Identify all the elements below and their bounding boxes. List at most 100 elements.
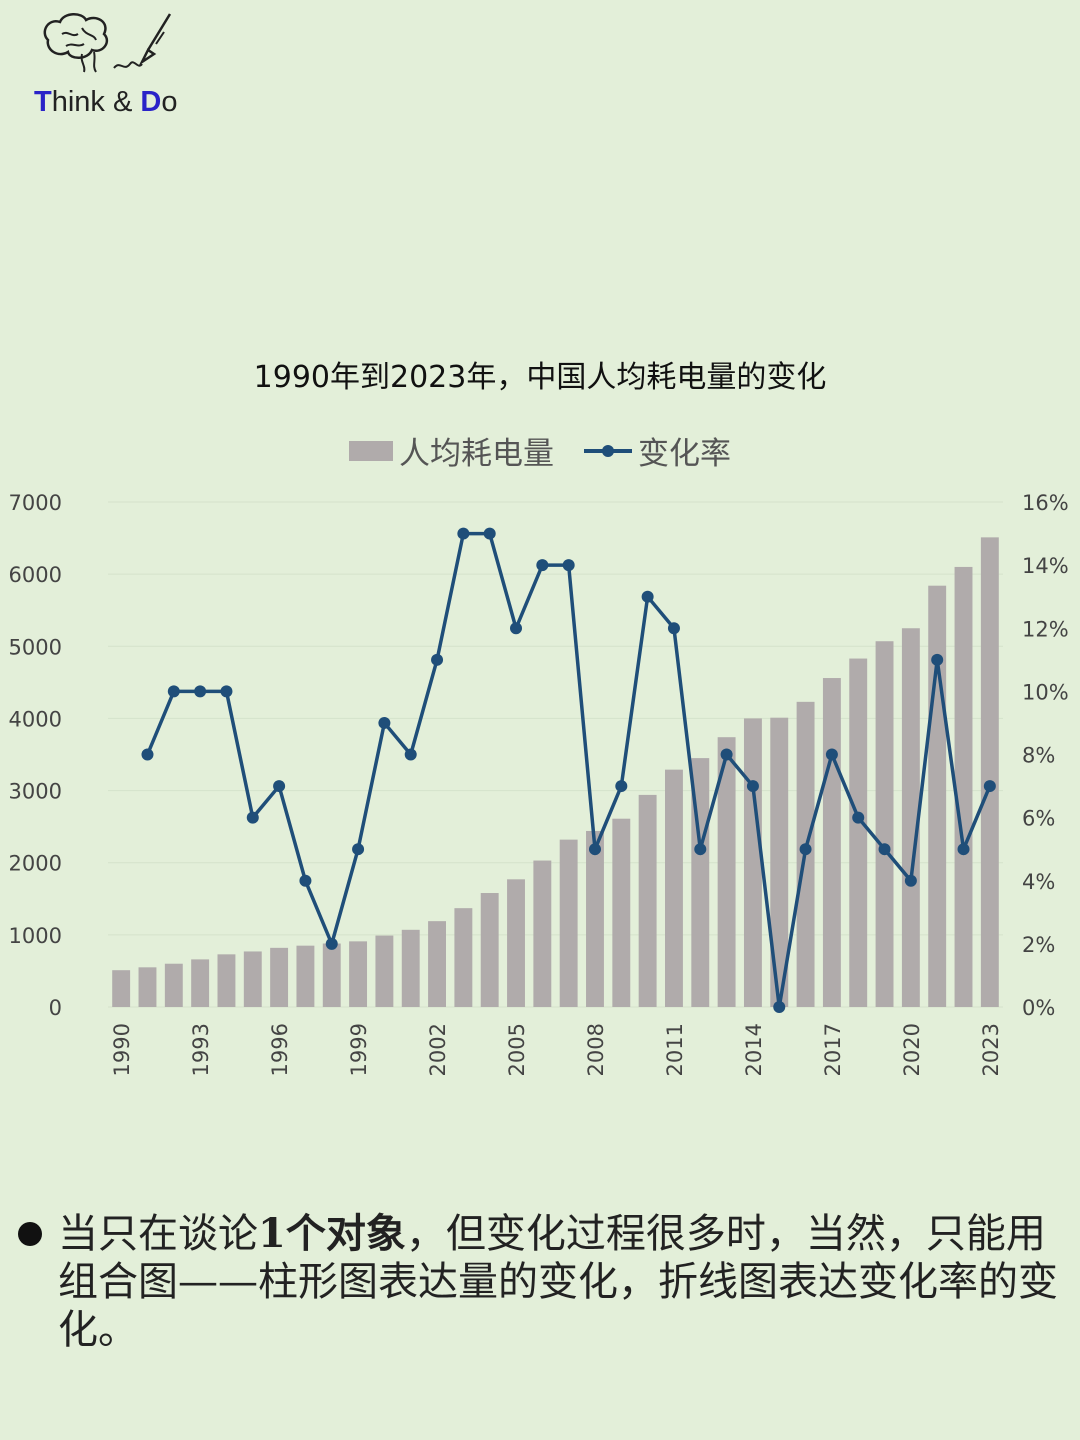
rate-point xyxy=(457,527,470,540)
rate-point xyxy=(562,559,575,572)
rate-point xyxy=(194,685,207,698)
bar xyxy=(901,628,920,1007)
x-tick-label: 2017 xyxy=(821,1023,845,1076)
chart-title: 1990年到2023年，中国人均耗电量的变化 xyxy=(253,360,827,395)
rate-point xyxy=(694,843,707,856)
rate-point xyxy=(904,874,917,887)
bar xyxy=(770,717,789,1007)
rate-point xyxy=(325,937,338,950)
bar xyxy=(191,959,210,1007)
rate-point xyxy=(852,811,865,824)
rate-point xyxy=(615,780,628,793)
x-tick-label: 1996 xyxy=(268,1023,292,1076)
bar xyxy=(322,943,341,1007)
bar xyxy=(112,970,131,1007)
rate-point xyxy=(220,685,233,698)
y-tick-label: 1000 xyxy=(9,924,62,948)
y2-tick-label: 12% xyxy=(1022,617,1069,641)
rate-point xyxy=(431,653,444,666)
y2-tick-label: 6% xyxy=(1022,807,1055,831)
bar xyxy=(164,963,183,1007)
rate-point xyxy=(799,843,812,856)
rate-point xyxy=(352,843,365,856)
y2-tick-label: 4% xyxy=(1022,870,1055,894)
bar xyxy=(401,929,420,1007)
bar xyxy=(270,947,289,1007)
bar xyxy=(612,818,631,1007)
bar xyxy=(849,658,868,1007)
bar xyxy=(586,830,604,1007)
y-tick-label: 3000 xyxy=(9,780,62,804)
bar xyxy=(428,921,446,1007)
rate-point xyxy=(825,748,838,761)
rate-point xyxy=(931,653,944,666)
rate-point xyxy=(273,780,286,793)
bar xyxy=(507,879,525,1007)
bar xyxy=(349,941,368,1007)
rate-point xyxy=(167,685,180,698)
x-tick-label: 2002 xyxy=(426,1023,450,1076)
brand-name: Think & Do xyxy=(34,86,178,118)
note-text: 当只在谈论1个对象，但变化过程很多时，当然，只能用组合图——柱形图表达量的变化，… xyxy=(58,1210,1058,1353)
bar xyxy=(717,737,736,1007)
rate-point xyxy=(299,874,312,887)
legend-item-line: 变化率 xyxy=(584,428,731,473)
x-tick-label: 1990 xyxy=(110,1023,134,1076)
rate-point xyxy=(483,527,496,540)
rate-point xyxy=(404,748,417,761)
x-tick-label: 2014 xyxy=(742,1023,766,1076)
combo-chart: 7000 6000 5000 4000 3000 2000 1000 0 16% 14% 12% 10… xyxy=(9,491,1069,1076)
rate-point xyxy=(667,622,680,635)
bar xyxy=(954,566,973,1007)
x-tick-label: 2023 xyxy=(979,1023,1003,1076)
y-tick-label: 4000 xyxy=(9,707,62,731)
bar xyxy=(875,641,894,1007)
y-tick-label: 2000 xyxy=(9,852,62,876)
x-tick-label: 2011 xyxy=(663,1023,687,1076)
y-tick-label: 7000 xyxy=(9,491,62,515)
rate-point xyxy=(878,843,891,856)
legend-item-bar: 人均耗电量 xyxy=(349,428,554,473)
bullet-icon xyxy=(18,1222,42,1246)
y2-tick-label: 2% xyxy=(1022,933,1055,957)
y-tick-label: 0 xyxy=(49,996,62,1020)
bar xyxy=(454,908,473,1007)
x-tick-label: 2008 xyxy=(584,1023,608,1076)
rate-point xyxy=(957,843,970,856)
bar xyxy=(559,839,578,1007)
legend-line-label: 变化率 xyxy=(638,436,731,472)
rate-point xyxy=(720,748,733,761)
rate-point xyxy=(510,622,523,635)
rate-point xyxy=(378,716,391,729)
y2-tick-label: 10% xyxy=(1022,680,1069,704)
rate-point xyxy=(588,843,601,856)
y2-tick-label: 14% xyxy=(1022,554,1069,578)
x-tick-label: 1999 xyxy=(347,1023,371,1076)
legend-line-swatch xyxy=(584,444,632,457)
bar xyxy=(743,718,762,1007)
x-tick-label: 2020 xyxy=(900,1023,924,1076)
rate-point xyxy=(746,780,759,793)
note-paragraph: 当只在谈论1个对象，但变化过程很多时，当然，只能用组合图——柱形图表达量的变化，… xyxy=(18,1210,1058,1354)
y-tick-label: 6000 xyxy=(9,563,62,587)
y-tick-label: 5000 xyxy=(9,635,62,659)
rate-point xyxy=(246,811,259,824)
legend-bar-swatch xyxy=(349,440,393,461)
bar xyxy=(480,893,499,1007)
rate-point xyxy=(641,590,654,603)
x-tick-label: 2005 xyxy=(505,1023,529,1076)
legend-bar-label: 人均耗电量 xyxy=(399,436,554,472)
rate-point xyxy=(536,559,549,572)
bar xyxy=(638,794,657,1007)
bar xyxy=(665,769,683,1007)
y2-tick-label: 0% xyxy=(1022,996,1055,1020)
chart-legend: 人均耗电量 变化率 xyxy=(0,428,1080,473)
bar xyxy=(928,585,947,1007)
bar xyxy=(217,954,236,1007)
bar xyxy=(138,967,157,1007)
bar xyxy=(822,678,841,1007)
y2-tick-label: 8% xyxy=(1022,744,1055,768)
rate-point xyxy=(773,1001,786,1013)
y2-tick-label: 16% xyxy=(1022,491,1069,515)
rate-point xyxy=(983,780,996,793)
